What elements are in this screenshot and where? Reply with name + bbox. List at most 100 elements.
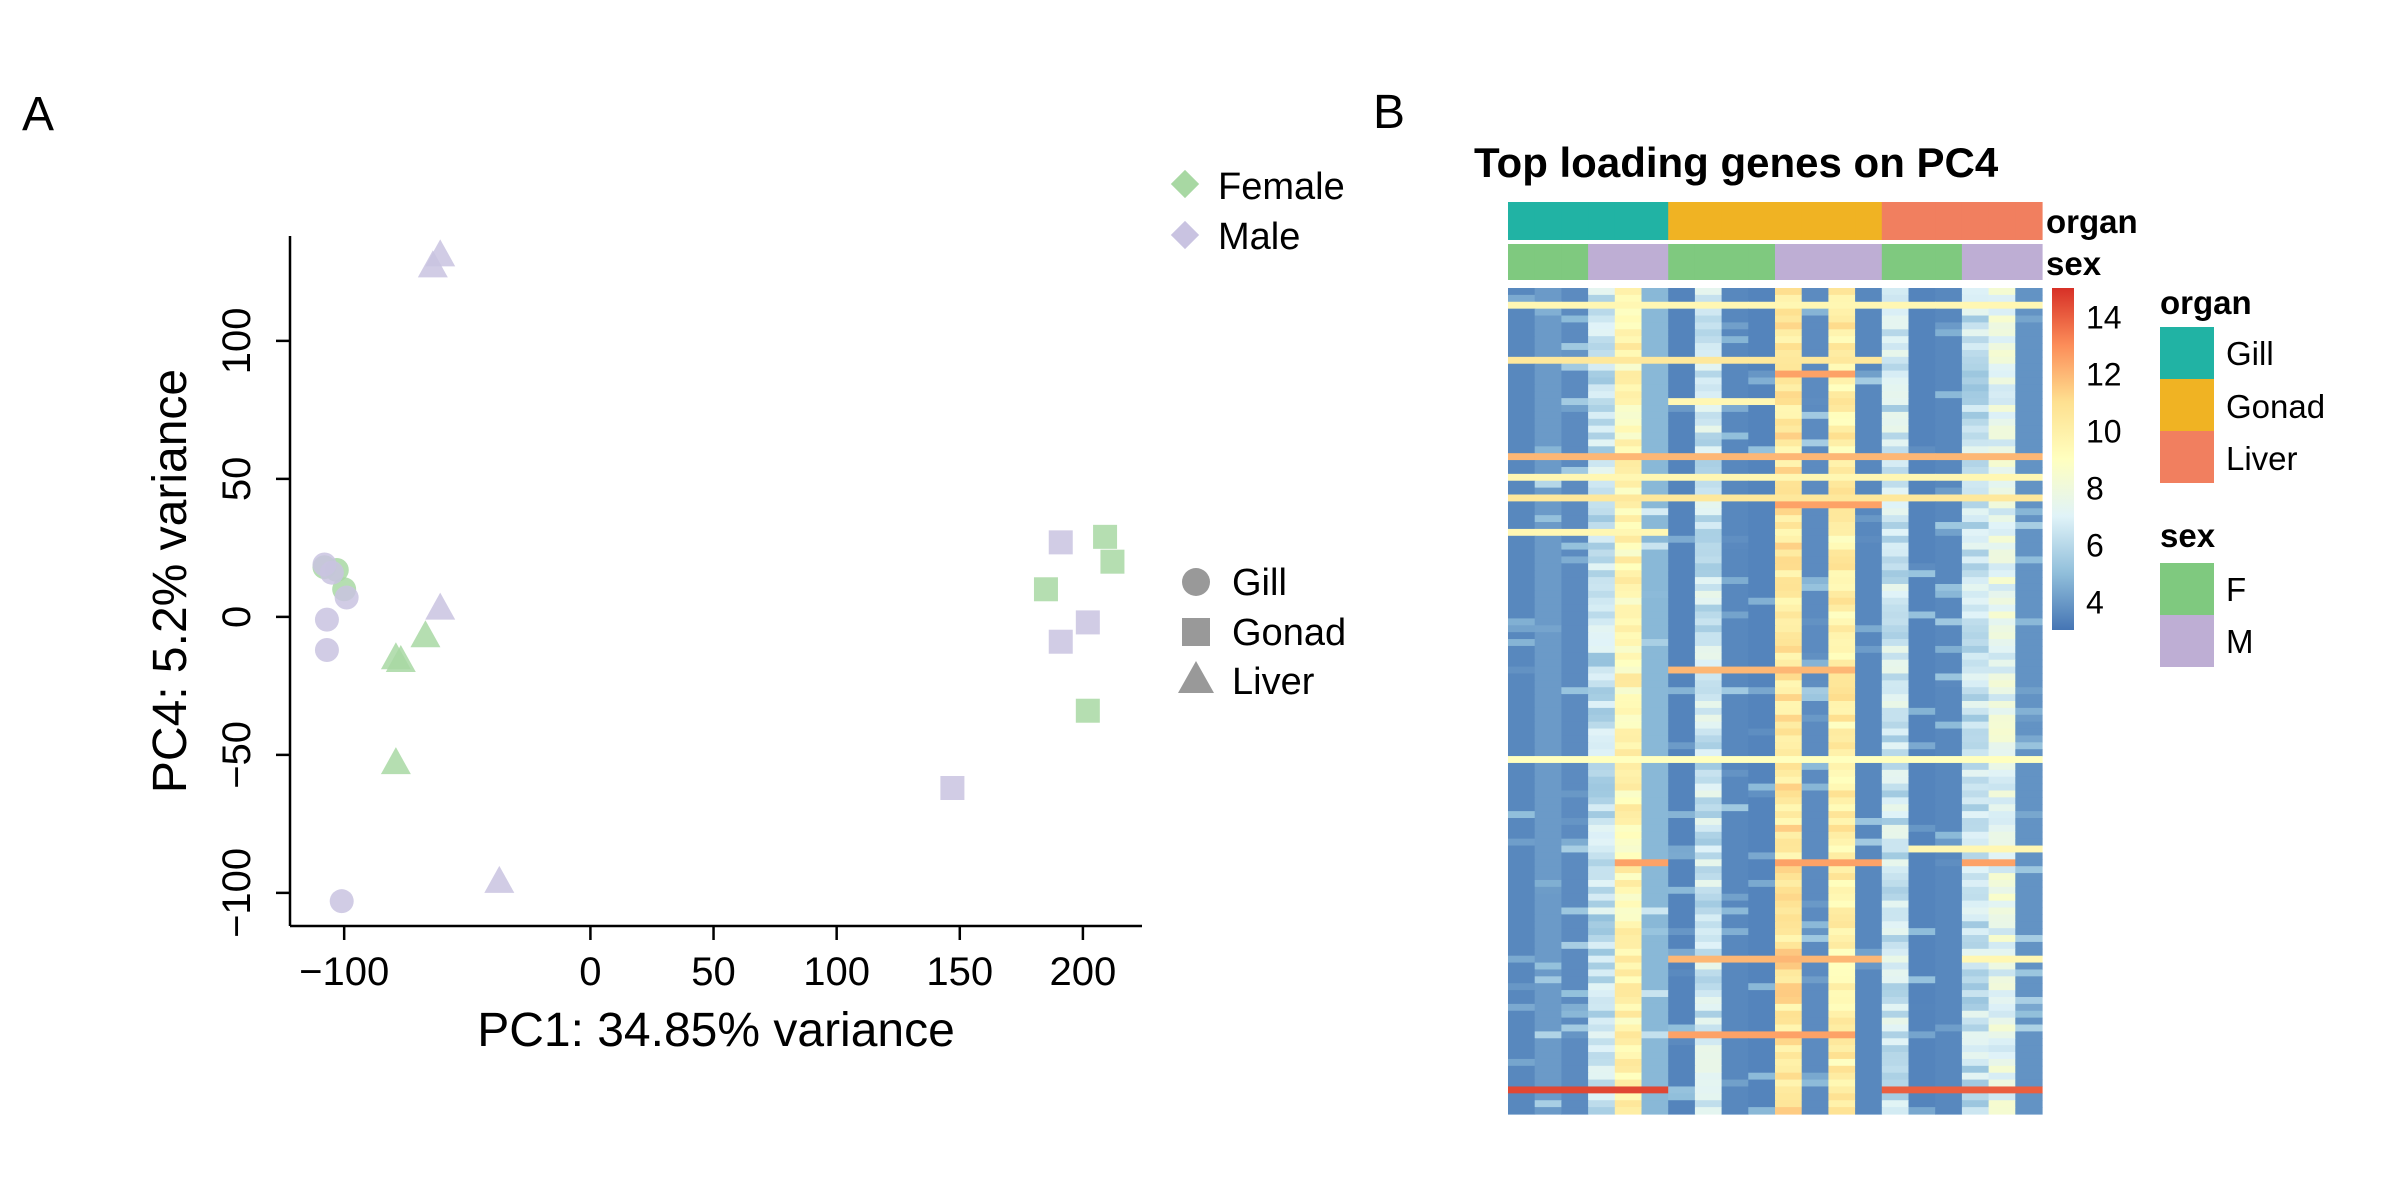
heatmap-cell	[1935, 838, 1963, 847]
heatmap-cell	[1775, 928, 1803, 936]
heatmap-cell	[1881, 322, 1910, 330]
heatmap-cell	[1881, 604, 1910, 613]
heatmap-cell	[1561, 522, 1589, 530]
heatmap-cell	[1775, 1017, 1803, 1026]
heatmap-cell	[1988, 398, 2016, 406]
heatmap-cell	[1588, 549, 1616, 558]
heatmap-cell	[1588, 1010, 1616, 1019]
heatmap-cell	[1668, 1003, 1696, 1012]
heatmap-cell	[1588, 432, 1616, 441]
sex-annotation-cell	[1828, 244, 1856, 280]
heatmap-cell	[1721, 990, 1749, 998]
heatmap-cell	[1534, 680, 1562, 688]
heatmap-cell	[1935, 363, 1963, 372]
heatmap-cell	[2015, 1072, 2043, 1081]
sex-annotation-cell	[1561, 244, 1589, 280]
heatmap-cell	[2015, 356, 2043, 365]
heatmap-cell	[1614, 522, 1643, 530]
heatmap-cell	[1748, 570, 1776, 578]
heatmap-cell	[1908, 577, 1936, 585]
heatmap-cell	[1881, 480, 1910, 489]
heatmap-cell	[1881, 1100, 1910, 1108]
heatmap-cell	[1908, 563, 1936, 571]
heatmap-cell	[1668, 590, 1696, 599]
heatmap-cell	[1534, 508, 1562, 516]
heatmap-cell	[1668, 811, 1696, 819]
heatmap-cell	[1828, 329, 1856, 337]
heatmap-cell	[1588, 294, 1616, 303]
heatmap-cell	[1801, 1003, 1829, 1012]
heatmap-cell	[1614, 756, 1643, 764]
heatmap-cell	[1988, 336, 2016, 344]
heatmap-cell	[1881, 714, 1910, 723]
heatmap-cell	[1748, 1086, 1776, 1094]
point-gonad	[1093, 524, 1118, 549]
heatmap-cell	[1641, 797, 1669, 805]
heatmap-cell	[1721, 914, 1749, 922]
heatmap-cell	[1561, 879, 1589, 888]
heatmap-cell	[1855, 811, 1883, 819]
heatmap-cell	[2015, 893, 2043, 902]
heatmap-cell	[1908, 962, 1936, 971]
heatmap-cell	[1668, 480, 1696, 489]
heatmap-cell	[1988, 969, 2016, 977]
heatmap-cell	[1828, 742, 1856, 750]
heatmap-cell	[1534, 329, 1562, 337]
heatmap-cell	[2015, 418, 2043, 427]
heatmap-cell	[1668, 618, 1696, 626]
heatmap-cell	[1828, 315, 1856, 324]
heatmap-cell	[1935, 935, 1963, 943]
heatmap-cell	[1881, 1017, 1910, 1026]
heatmap-cell	[1988, 356, 2016, 365]
heatmap-cell	[1534, 762, 1562, 771]
heatmap-cell	[1534, 480, 1562, 489]
heatmap-cell	[1588, 694, 1616, 702]
heatmap-cell	[1935, 453, 1963, 461]
heatmap-cell	[1588, 666, 1616, 675]
heatmap-cell	[1881, 556, 1910, 564]
heatmap-cell	[1935, 1058, 1963, 1067]
heatmap-cell	[1828, 694, 1856, 702]
heatmap-cell	[1908, 879, 1936, 888]
point-gonad	[1075, 698, 1100, 723]
heatmap-cell	[1961, 315, 1990, 324]
heatmap-cell	[1748, 391, 1776, 399]
sex-annotation-cell	[2015, 244, 2043, 280]
heatmap-cell	[1775, 900, 1803, 909]
heatmap-cell	[2015, 308, 2043, 317]
heatmap-cell	[1668, 1072, 1696, 1081]
heatmap-cell	[1694, 522, 1723, 530]
heatmap-cell	[1748, 962, 1776, 971]
heatmap-cell	[1935, 645, 1963, 654]
organ-annotation-cell	[2015, 202, 2043, 240]
heatmap-cell	[1801, 515, 1829, 523]
sex-annotation-label: sex	[2046, 245, 2102, 282]
heatmap-cell	[1828, 1079, 1856, 1088]
heatmap-cell	[1855, 838, 1883, 847]
heatmap-cell	[1935, 948, 1963, 957]
heatmap-cell	[2015, 921, 2043, 929]
heatmap-cell	[1881, 1079, 1910, 1088]
heatmap-cell	[1961, 948, 1990, 957]
heatmap-cell	[1561, 1031, 1589, 1039]
heatmap-cell	[1961, 941, 1990, 950]
heatmap-cell	[1668, 377, 1696, 385]
heatmap-cell	[1935, 411, 1963, 420]
heatmap-cell	[1588, 308, 1616, 317]
heatmap-cell	[1614, 769, 1643, 778]
heatmap-cell	[1881, 384, 1910, 392]
heatmap-cell	[1935, 487, 1963, 496]
heatmap-cell	[1775, 845, 1803, 854]
heatmap-cell	[1614, 432, 1643, 441]
heatmap-cell	[1801, 322, 1829, 330]
heatmap-cell	[1641, 1065, 1669, 1074]
heatmap-cell	[1775, 976, 1803, 984]
heatmap-cell	[2015, 1038, 2043, 1046]
heatmap-cell	[2015, 714, 2043, 723]
heatmap-cell	[2015, 1079, 2043, 1088]
heatmap-cell	[1641, 1093, 1669, 1101]
heatmap-cell	[1561, 996, 1589, 1005]
heatmap-cell	[1881, 439, 1910, 447]
heatmap-cell	[1828, 405, 1856, 413]
heatmap-cell	[1588, 288, 1616, 296]
